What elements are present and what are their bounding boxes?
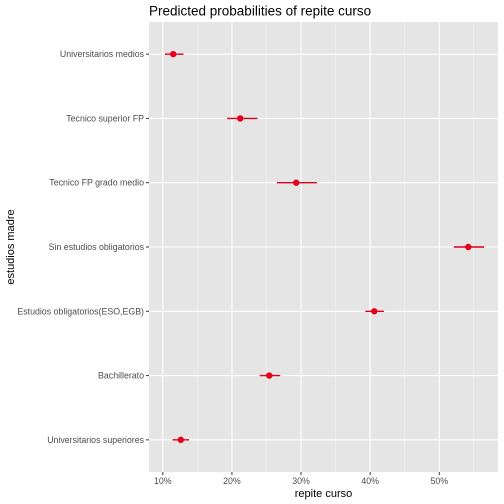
y-tick-label: Universitarios superiores bbox=[47, 435, 144, 445]
x-tick-label: 30% bbox=[292, 476, 310, 486]
data-point bbox=[465, 243, 472, 251]
data-point bbox=[371, 308, 378, 315]
y-tick-label: Universitarios medios bbox=[60, 49, 145, 59]
data-point bbox=[293, 179, 300, 186]
data-point bbox=[266, 372, 273, 379]
x-axis-title: repite curso bbox=[295, 488, 352, 500]
x-tick-label: 10% bbox=[154, 476, 172, 486]
y-tick-label: Tecnico superior FP bbox=[66, 113, 144, 123]
x-tick-label: 40% bbox=[361, 476, 379, 486]
x-tick-label: 20% bbox=[223, 476, 241, 486]
x-axis: 10% 20% 30% 40% 50% bbox=[154, 472, 448, 486]
major-gridlines bbox=[149, 22, 498, 472]
y-tick-label: Tecnico FP grado medio bbox=[49, 178, 144, 188]
chart-title: Predicted probabilities of repite curso bbox=[149, 4, 371, 19]
y-tick-label: Bachillerato bbox=[98, 371, 144, 381]
y-axis-title: estudios madre bbox=[5, 209, 17, 284]
y-tick-label: Sin estudios obligatorios bbox=[49, 242, 145, 252]
x-tick-label: 50% bbox=[430, 476, 448, 486]
data-point bbox=[177, 436, 184, 444]
data-point bbox=[169, 50, 177, 58]
data-point bbox=[237, 115, 244, 122]
y-axis: Universitarios medios Tecnico superior FP… bbox=[17, 49, 149, 445]
y-tick-label: Estudios obligatorios(ESO,EGB) bbox=[17, 306, 144, 316]
data-points bbox=[169, 50, 472, 444]
